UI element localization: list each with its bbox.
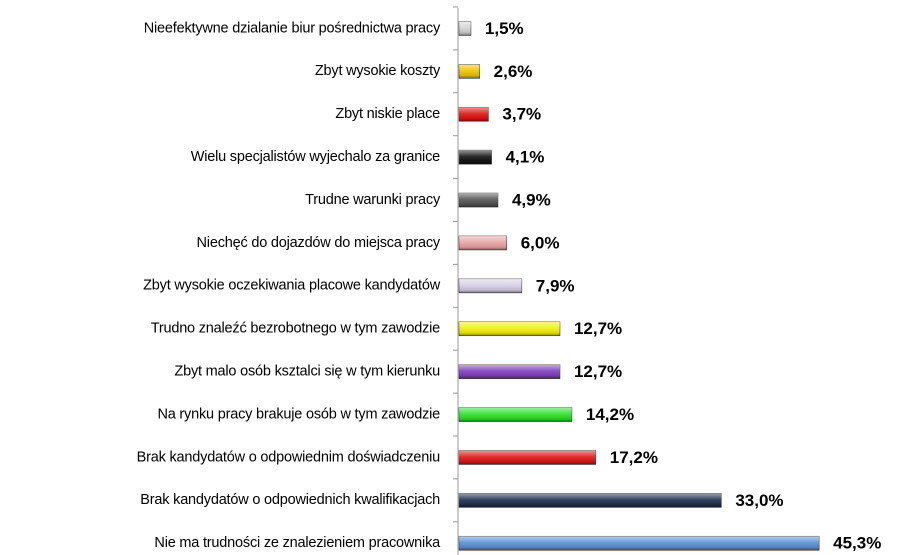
- bar: [458, 407, 573, 422]
- y-tick-label: Nieefektywne dzialanie biur pośrednictwa…: [144, 20, 441, 36]
- value-label: 3,7%: [502, 105, 541, 124]
- y-tick-label: Brak kandydatów o odpowiednim doświadcze…: [137, 449, 440, 465]
- value-label: 12,7%: [574, 362, 622, 381]
- bar: [458, 321, 561, 337]
- bar: [458, 278, 523, 294]
- value-label: 7,9%: [536, 276, 575, 295]
- bar: [458, 364, 561, 379]
- y-tick-label: Niechęć do dojazdów do miejsca pracy: [197, 235, 441, 251]
- y-tick-label: Trudno znaleźć bezrobotnego w tym zawodz…: [151, 321, 440, 337]
- bar: [458, 493, 722, 508]
- y-tick-label: Zbyt malo osób ksztalci się w tym kierun…: [174, 363, 440, 379]
- value-label: 2,6%: [494, 62, 533, 81]
- bar: [458, 64, 480, 79]
- y-tick-label: Zbyt wysokie oczekiwania placowe kandyda…: [143, 278, 441, 294]
- value-label: 33,0%: [735, 491, 783, 510]
- y-tick-label: Zbyt niskie place: [335, 106, 440, 122]
- value-label: 45,3%: [833, 534, 881, 553]
- value-label: 12,7%: [574, 319, 622, 338]
- value-label: 4,9%: [512, 191, 551, 210]
- y-tick-label: Brak kandydatów o odpowiednich kwalifika…: [140, 492, 440, 508]
- value-label: 17,2%: [610, 448, 658, 467]
- bar: [458, 192, 499, 208]
- bar: [458, 235, 508, 251]
- value-label: 14,2%: [586, 405, 634, 424]
- bar: [458, 450, 597, 465]
- value-label: 4,1%: [506, 148, 545, 167]
- value-label: 1,5%: [485, 19, 524, 38]
- bar: [458, 21, 472, 36]
- y-tick-label: Trudne warunki pracy: [305, 192, 441, 208]
- y-tick-label: Wielu specjalistów wyjechalo za granice: [191, 149, 440, 165]
- y-tick-label: Zbyt wysokie koszty: [315, 63, 441, 79]
- y-tick-label: Nie ma trudności ze znalezieniem pracown…: [154, 535, 441, 551]
- value-label: 6,0%: [521, 233, 560, 252]
- bar: [458, 149, 492, 165]
- y-tick-label: Na rynku pracy brakuje osób w tym zawodz…: [157, 406, 440, 422]
- bar: [458, 106, 489, 122]
- bar: [458, 535, 820, 551]
